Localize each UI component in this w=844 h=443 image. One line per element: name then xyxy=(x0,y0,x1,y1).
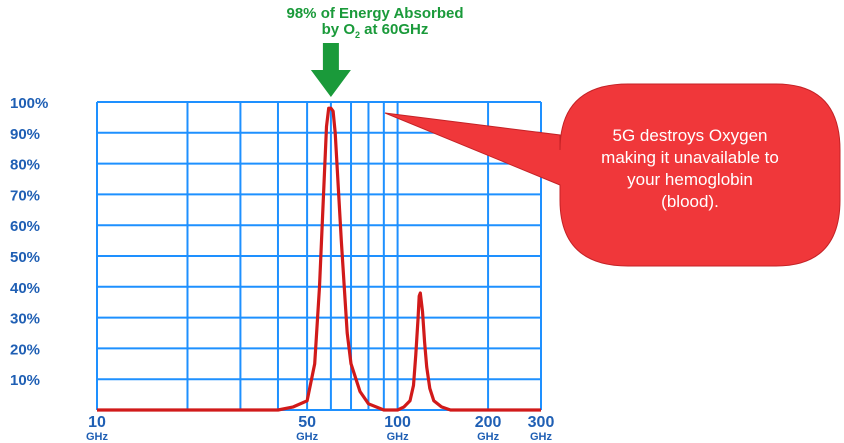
y-tick-label: 40% xyxy=(10,280,40,297)
chart-title-line2-sub: 2 xyxy=(354,30,360,40)
callout-text-line: (blood). xyxy=(661,192,719,211)
down-arrow-icon xyxy=(310,43,351,97)
y-tick-label: 60% xyxy=(10,218,40,235)
chart-title-line2-post: at 60GHz xyxy=(360,21,429,38)
y-tick-label: 100% xyxy=(10,95,48,112)
callout-text-line: making it unavailable to xyxy=(601,148,779,167)
x-tick-unit: GHz xyxy=(387,431,410,443)
x-tick-label: 50 xyxy=(298,414,316,431)
callout-text-line: 5G destroys Oxygen xyxy=(612,126,768,145)
y-tick-label: 10% xyxy=(10,372,40,389)
x-tick-unit: GHz xyxy=(477,431,500,443)
x-tick-label: 10 xyxy=(88,414,106,431)
callout-text: 5G destroys Oxygen making it unavailable … xyxy=(565,125,815,213)
y-tick-label: 30% xyxy=(10,311,40,328)
y-tick-label: 50% xyxy=(10,249,40,266)
y-tick-label: 20% xyxy=(10,341,40,358)
callout-text-line: your hemoglobin xyxy=(627,170,753,189)
x-tick-unit: GHz xyxy=(86,431,109,443)
x-tick-label: 200 xyxy=(475,414,502,431)
callout-bubble xyxy=(384,83,841,267)
chart-title-line2-pre: by O xyxy=(321,21,355,38)
chart-grid xyxy=(96,101,542,411)
x-tick-label: 300 xyxy=(528,414,555,431)
x-tick-label: 100 xyxy=(384,414,411,431)
y-tick-label: 70% xyxy=(10,187,40,204)
chart-title: 98% of Energy Absorbed by O2 at 60GHz xyxy=(180,6,570,43)
y-tick-label: 80% xyxy=(10,157,40,174)
x-tick-unit: GHz xyxy=(530,431,553,443)
y-axis-ticks: 100% 90% 80% 70% 60% 50% 40% 30% 20% 10% xyxy=(10,95,48,389)
chart-title-line1: 98% of Energy Absorbed xyxy=(286,5,464,22)
y-tick-label: 90% xyxy=(10,126,40,143)
chart-title-line2: by O2 at 60GHz xyxy=(180,22,570,43)
x-tick-unit: GHz xyxy=(296,431,319,443)
absorption-curve xyxy=(97,106,541,412)
